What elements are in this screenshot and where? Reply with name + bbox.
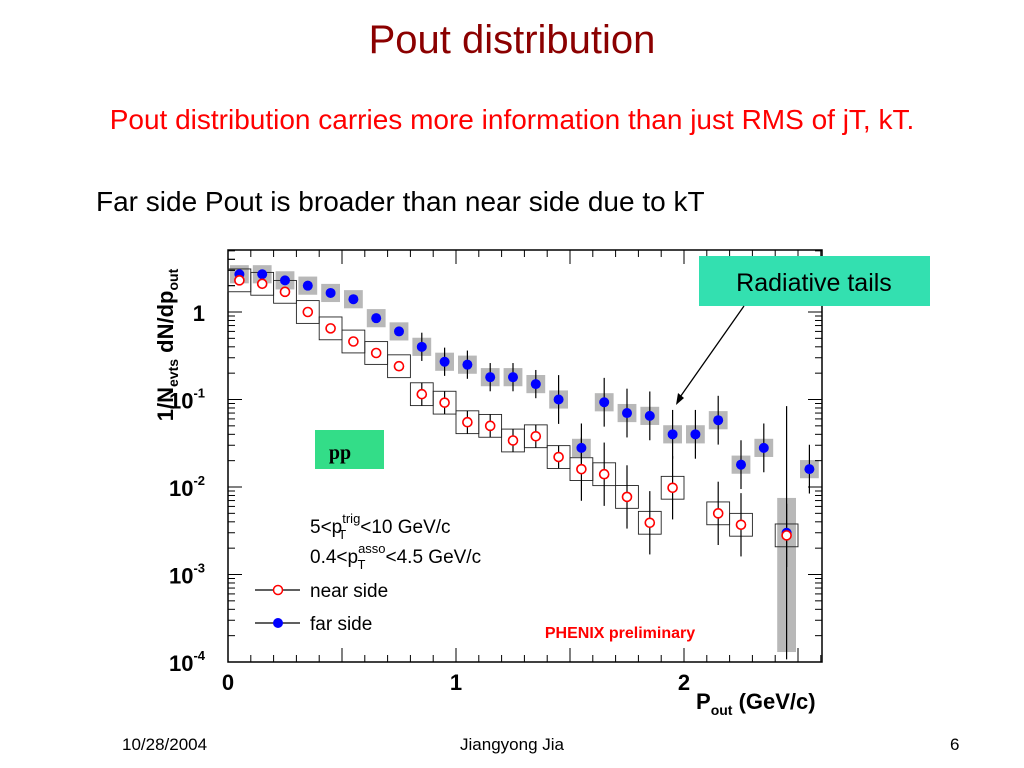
far-side-point xyxy=(667,429,678,440)
near-side-box xyxy=(295,300,320,324)
near-side-box xyxy=(387,354,411,379)
y-tick-label: 10-1 xyxy=(169,386,205,414)
far-side-point xyxy=(348,294,359,305)
near-side-point xyxy=(530,430,542,442)
near-side-point xyxy=(553,451,564,463)
far-side-point xyxy=(325,287,336,298)
near-side-point xyxy=(735,519,747,531)
near-side-point xyxy=(484,420,496,432)
near-side-point xyxy=(302,306,314,318)
far-side-point xyxy=(758,442,769,453)
far-side-point xyxy=(576,442,587,453)
x-tick-label: 2 xyxy=(678,670,690,695)
near-side-point xyxy=(416,388,428,400)
near-side-point xyxy=(462,416,473,428)
radiative-tails-label: Radiative tails xyxy=(736,269,892,297)
phenix-preliminary-label: PHENIX preliminary xyxy=(545,625,695,642)
near-side-point xyxy=(712,508,724,519)
far-side-point xyxy=(530,379,541,390)
far-side-point xyxy=(462,359,473,370)
near-side-point xyxy=(393,360,405,372)
slide-subtitle: Pout distribution carries more informati… xyxy=(109,104,915,135)
near-side-point xyxy=(644,517,656,529)
far-side-point xyxy=(599,397,610,408)
far-side-point xyxy=(394,326,404,337)
near-side-point xyxy=(507,435,519,446)
far-side-point xyxy=(690,429,701,440)
x-tick-label: 1 xyxy=(450,670,462,695)
near-side-point xyxy=(667,482,678,494)
far-side-point xyxy=(257,269,268,280)
far-side-point xyxy=(804,464,815,475)
near-side-point xyxy=(234,275,245,286)
slide-title: Pout distribution xyxy=(368,18,656,62)
near-side-point xyxy=(370,347,382,359)
near-side-point xyxy=(781,530,792,541)
near-side-point xyxy=(576,463,587,475)
legend-far-label: far side xyxy=(310,614,372,635)
near-side-box xyxy=(318,316,343,341)
legend-near-marker xyxy=(272,584,284,596)
y-tick-label: 10-3 xyxy=(169,561,205,589)
footer-page-number: 6 xyxy=(950,735,960,754)
far-side-point xyxy=(622,408,632,419)
legend-far-marker xyxy=(273,618,283,628)
slide-caption: Far side Pout is broader than near side … xyxy=(96,186,705,217)
far-side-point xyxy=(371,313,382,324)
near-side-point xyxy=(325,323,336,334)
y-axis-label: 1/Nevts dN/dpout xyxy=(153,268,181,421)
y-tick-label: 1 xyxy=(193,301,205,326)
far-side-point xyxy=(485,372,496,383)
far-side-point xyxy=(644,410,655,421)
pp-box xyxy=(315,430,384,469)
near-side-point xyxy=(439,397,450,408)
near-side-point xyxy=(621,491,633,503)
far-side-point xyxy=(302,280,313,291)
arrow-head xyxy=(676,393,684,405)
cut-label-trig: 5<ptrig T <10 GeV/c xyxy=(310,511,451,542)
legend: near side far side xyxy=(255,581,388,635)
footer-author: Jiangyong Jia xyxy=(460,735,564,754)
near-side-point xyxy=(279,286,291,298)
footer-date: 10/28/2004 xyxy=(122,735,208,754)
far-side-point xyxy=(553,394,564,405)
near-side-point xyxy=(598,468,610,480)
far-side-point xyxy=(713,415,724,426)
radiative-tails-arrow xyxy=(677,305,745,401)
near-side-point xyxy=(348,336,359,347)
y-tick-label: 10-4 xyxy=(169,648,206,676)
radiative-tails-box xyxy=(699,256,930,306)
far-side-point xyxy=(736,459,746,470)
y-tick-label: 10-2 xyxy=(169,473,205,501)
x-axis-label: Pout (GeV/c) xyxy=(696,689,816,718)
near-side-box xyxy=(364,341,389,365)
far-side-point xyxy=(416,341,427,352)
far-side-point xyxy=(508,372,518,383)
data-points xyxy=(234,269,815,541)
near-side-point xyxy=(256,278,268,290)
cut-label-asso: 0.4<passo T <4.5 GeV/c xyxy=(310,541,481,572)
x-tick-label: 0 xyxy=(222,670,234,695)
axes: 0 1 2 1 10-1 10-2 10-3 10-4 xyxy=(169,250,822,695)
pp-label: pp xyxy=(329,442,351,464)
legend-near-label: near side xyxy=(310,581,388,602)
far-side-point xyxy=(439,356,450,367)
far-side-point xyxy=(280,275,290,286)
